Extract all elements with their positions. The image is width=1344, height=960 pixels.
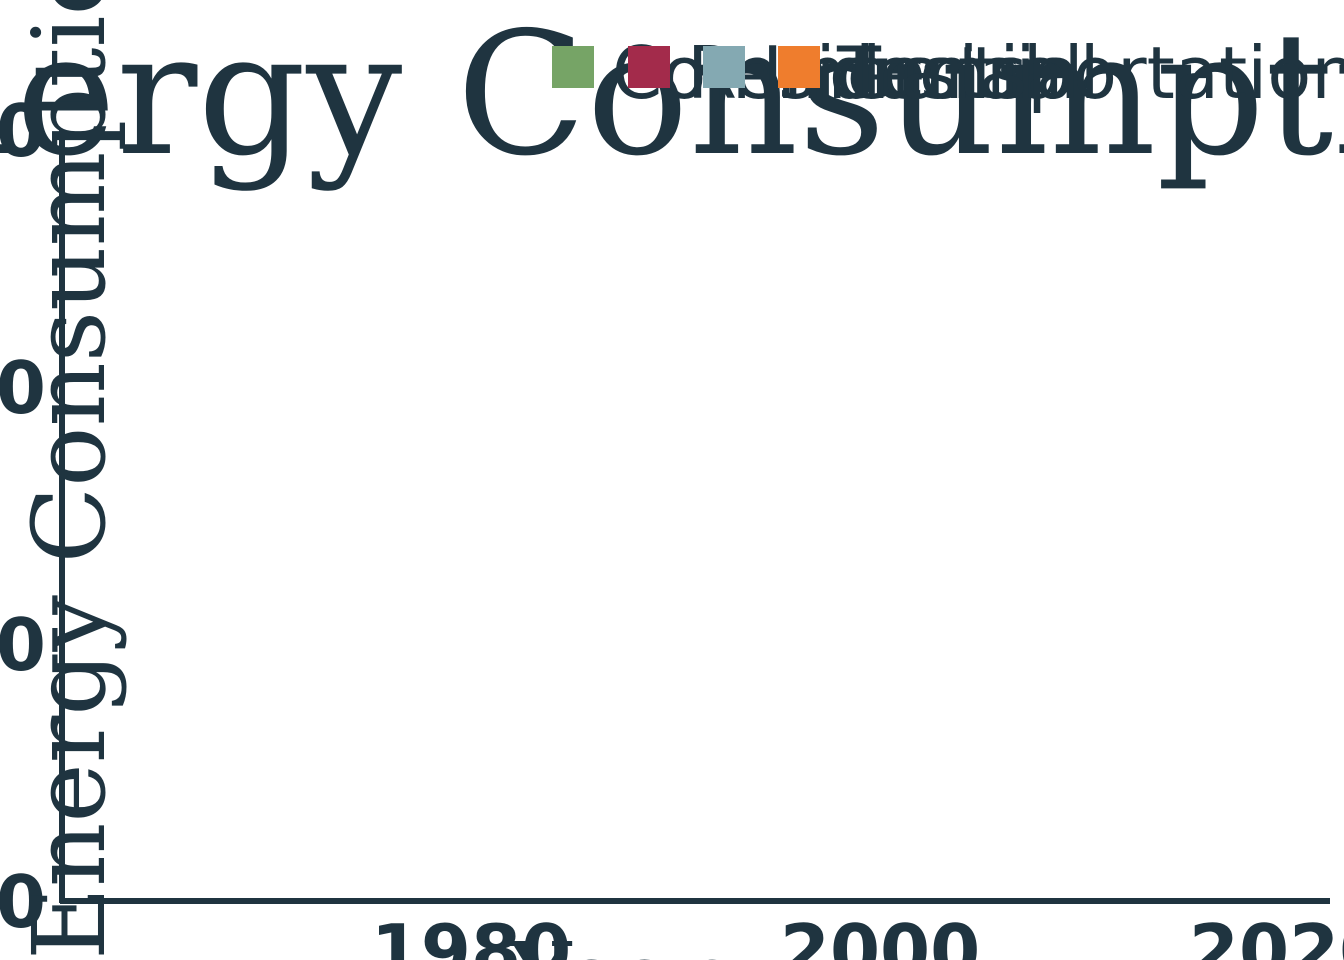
y-tick-label: 40 <box>0 346 46 430</box>
legend-swatch <box>628 46 670 88</box>
y-tick-labels: 0 20 40 60 <box>0 89 46 944</box>
x-tick-labels: 1980 2000 2020 <box>371 909 1344 960</box>
x-axis-label: Year <box>507 923 722 960</box>
legend: CommercialResidentialIndustrialTransport… <box>552 31 1344 115</box>
x-tick-label: 1980 <box>371 909 571 960</box>
x-tick-label: 2000 <box>780 909 980 960</box>
legend-entry: Residential <box>687 31 1084 115</box>
y-axis-label: Energy Consumption (Trillion Btu) <box>11 0 128 960</box>
legend-swatch <box>552 46 594 88</box>
y-tick-label: 0 <box>0 860 46 944</box>
legend-entry: Transportation <box>836 31 1344 115</box>
y-tick-label: 60 <box>0 89 46 173</box>
chart-title: Energy Consumption by Sector <box>0 0 1344 194</box>
y-tick-label: 20 <box>0 603 46 687</box>
legend-entry: Commercial <box>612 31 1043 115</box>
legend-swatch <box>778 46 820 88</box>
legend-swatch <box>703 46 745 88</box>
x-tick-label: 2020 <box>1189 909 1344 960</box>
